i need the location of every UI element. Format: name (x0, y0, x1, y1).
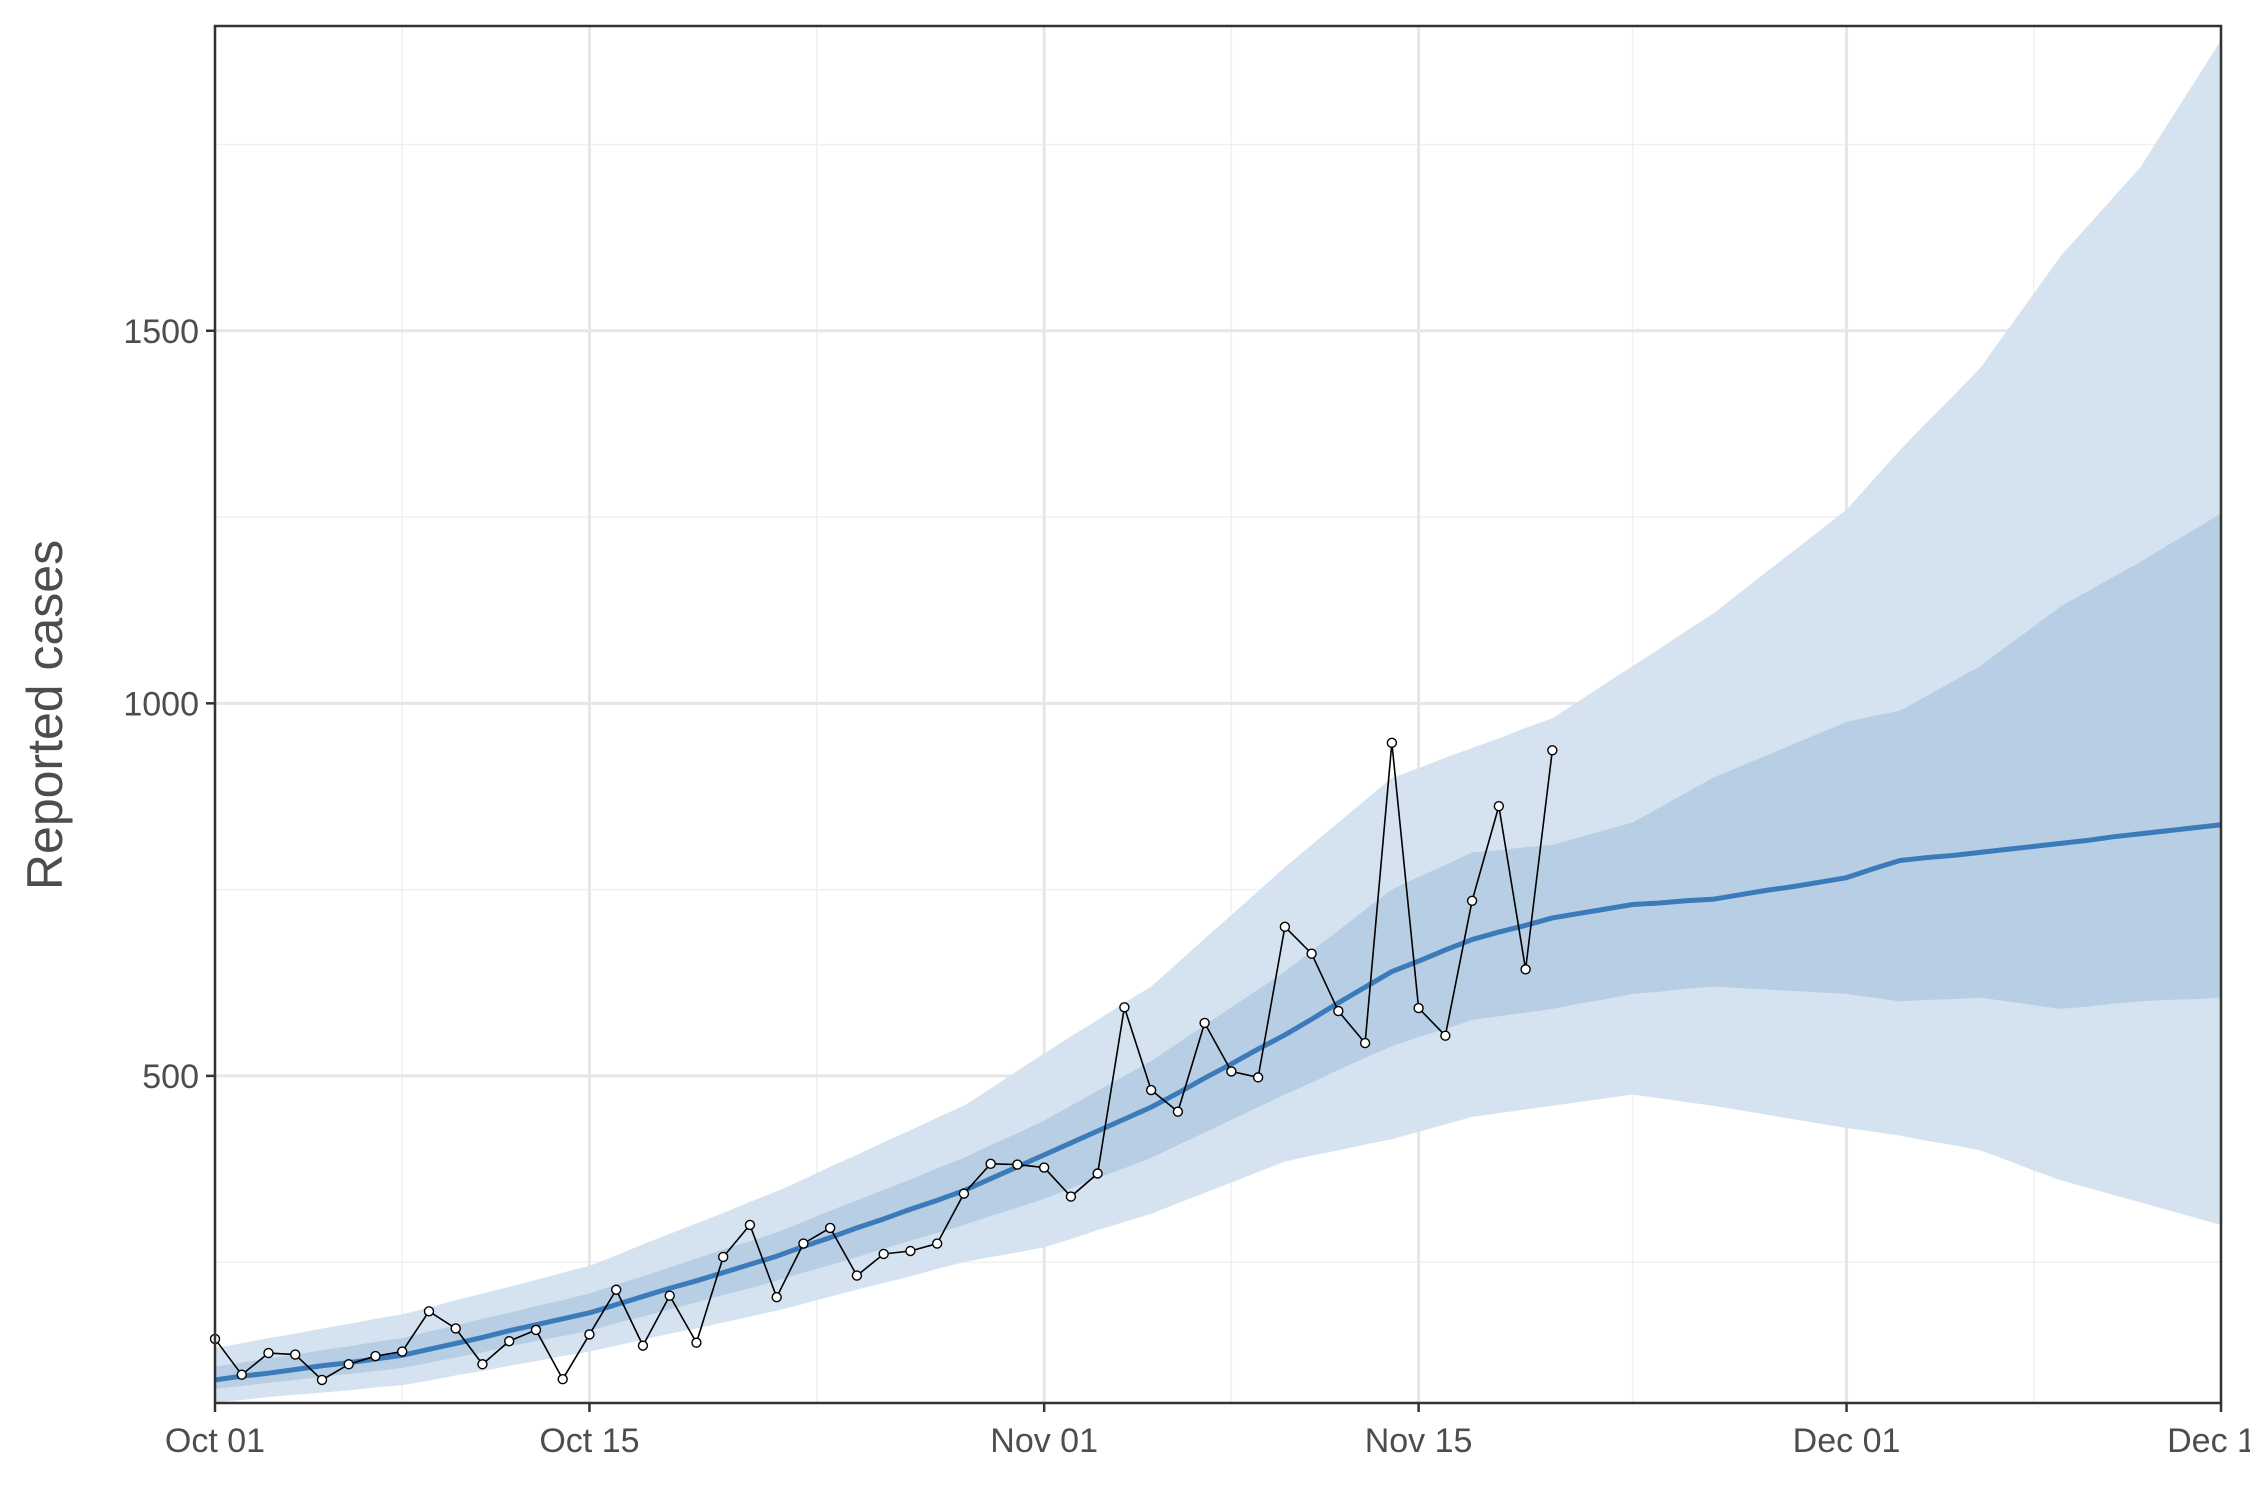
y-axis-title: Reported cases (17, 540, 73, 890)
observed-point (1306, 948, 1317, 959)
x-tick-label: Oct 01 (165, 1422, 265, 1460)
observed-point (1333, 1005, 1344, 1017)
observed-point (584, 1329, 595, 1340)
observed-point (530, 1324, 542, 1336)
observed-point (1547, 745, 1558, 756)
interval-band (215, 513, 2221, 1389)
x-tick-label: Oct 15 (539, 1422, 639, 1460)
y-tick-label: 1000 (123, 685, 199, 723)
observed-point (1226, 1066, 1237, 1077)
observed-point (1466, 895, 1478, 906)
observed-point (370, 1350, 381, 1362)
observed-point (1279, 921, 1291, 933)
observed-point (1012, 1159, 1023, 1170)
observed-point (1038, 1162, 1050, 1173)
observed-point (985, 1158, 996, 1170)
observed-point (771, 1291, 782, 1303)
observed-point (423, 1306, 435, 1317)
observed-point (958, 1188, 970, 1199)
observed-point (1145, 1084, 1157, 1096)
observed-point (1065, 1191, 1077, 1202)
observed-point (1119, 1002, 1130, 1013)
observed-point (878, 1248, 889, 1260)
observed-point (664, 1290, 675, 1301)
observed-point (236, 1369, 247, 1380)
y-tick-label: 500 (142, 1058, 199, 1096)
observed-point (905, 1245, 916, 1257)
observed-point (1440, 1030, 1451, 1041)
interval-band (215, 40, 2221, 1403)
observed-point (744, 1219, 756, 1231)
observed-point (1199, 1017, 1210, 1029)
observed-point (1092, 1168, 1103, 1179)
observed-point (1493, 800, 1505, 812)
observed-point (504, 1335, 515, 1347)
observed-point (1252, 1072, 1264, 1083)
x-tick-label: Dec 15 (2167, 1422, 2250, 1460)
observed-point (1520, 964, 1531, 975)
observed-point (851, 1270, 863, 1281)
observed-point (316, 1374, 328, 1386)
observed-point (450, 1323, 461, 1334)
median-line (214, 822, 2222, 1383)
observed-point (637, 1340, 649, 1351)
observed-point (611, 1284, 622, 1295)
observed-point (798, 1238, 809, 1249)
observed-point (824, 1222, 836, 1234)
observed-point (1413, 1002, 1424, 1014)
observed-point (477, 1359, 488, 1370)
observed-point (263, 1347, 274, 1359)
observed-point (397, 1346, 408, 1357)
panel-border (213, 24, 2223, 1405)
x-tick-label: Nov 01 (990, 1422, 1098, 1460)
observed-point (1386, 737, 1398, 749)
observed-point (691, 1337, 702, 1348)
observed-point (1172, 1106, 1184, 1117)
observed-point (290, 1349, 301, 1360)
observed-point (717, 1251, 729, 1263)
observed-point (343, 1359, 354, 1370)
y-tick-label: 1500 (123, 313, 199, 351)
x-tick-label: Nov 15 (1365, 1422, 1473, 1460)
x-tick-label: Dec 01 (1793, 1422, 1901, 1460)
observed-point (931, 1238, 943, 1249)
observed-point (557, 1373, 568, 1385)
observed-point (1359, 1037, 1371, 1049)
